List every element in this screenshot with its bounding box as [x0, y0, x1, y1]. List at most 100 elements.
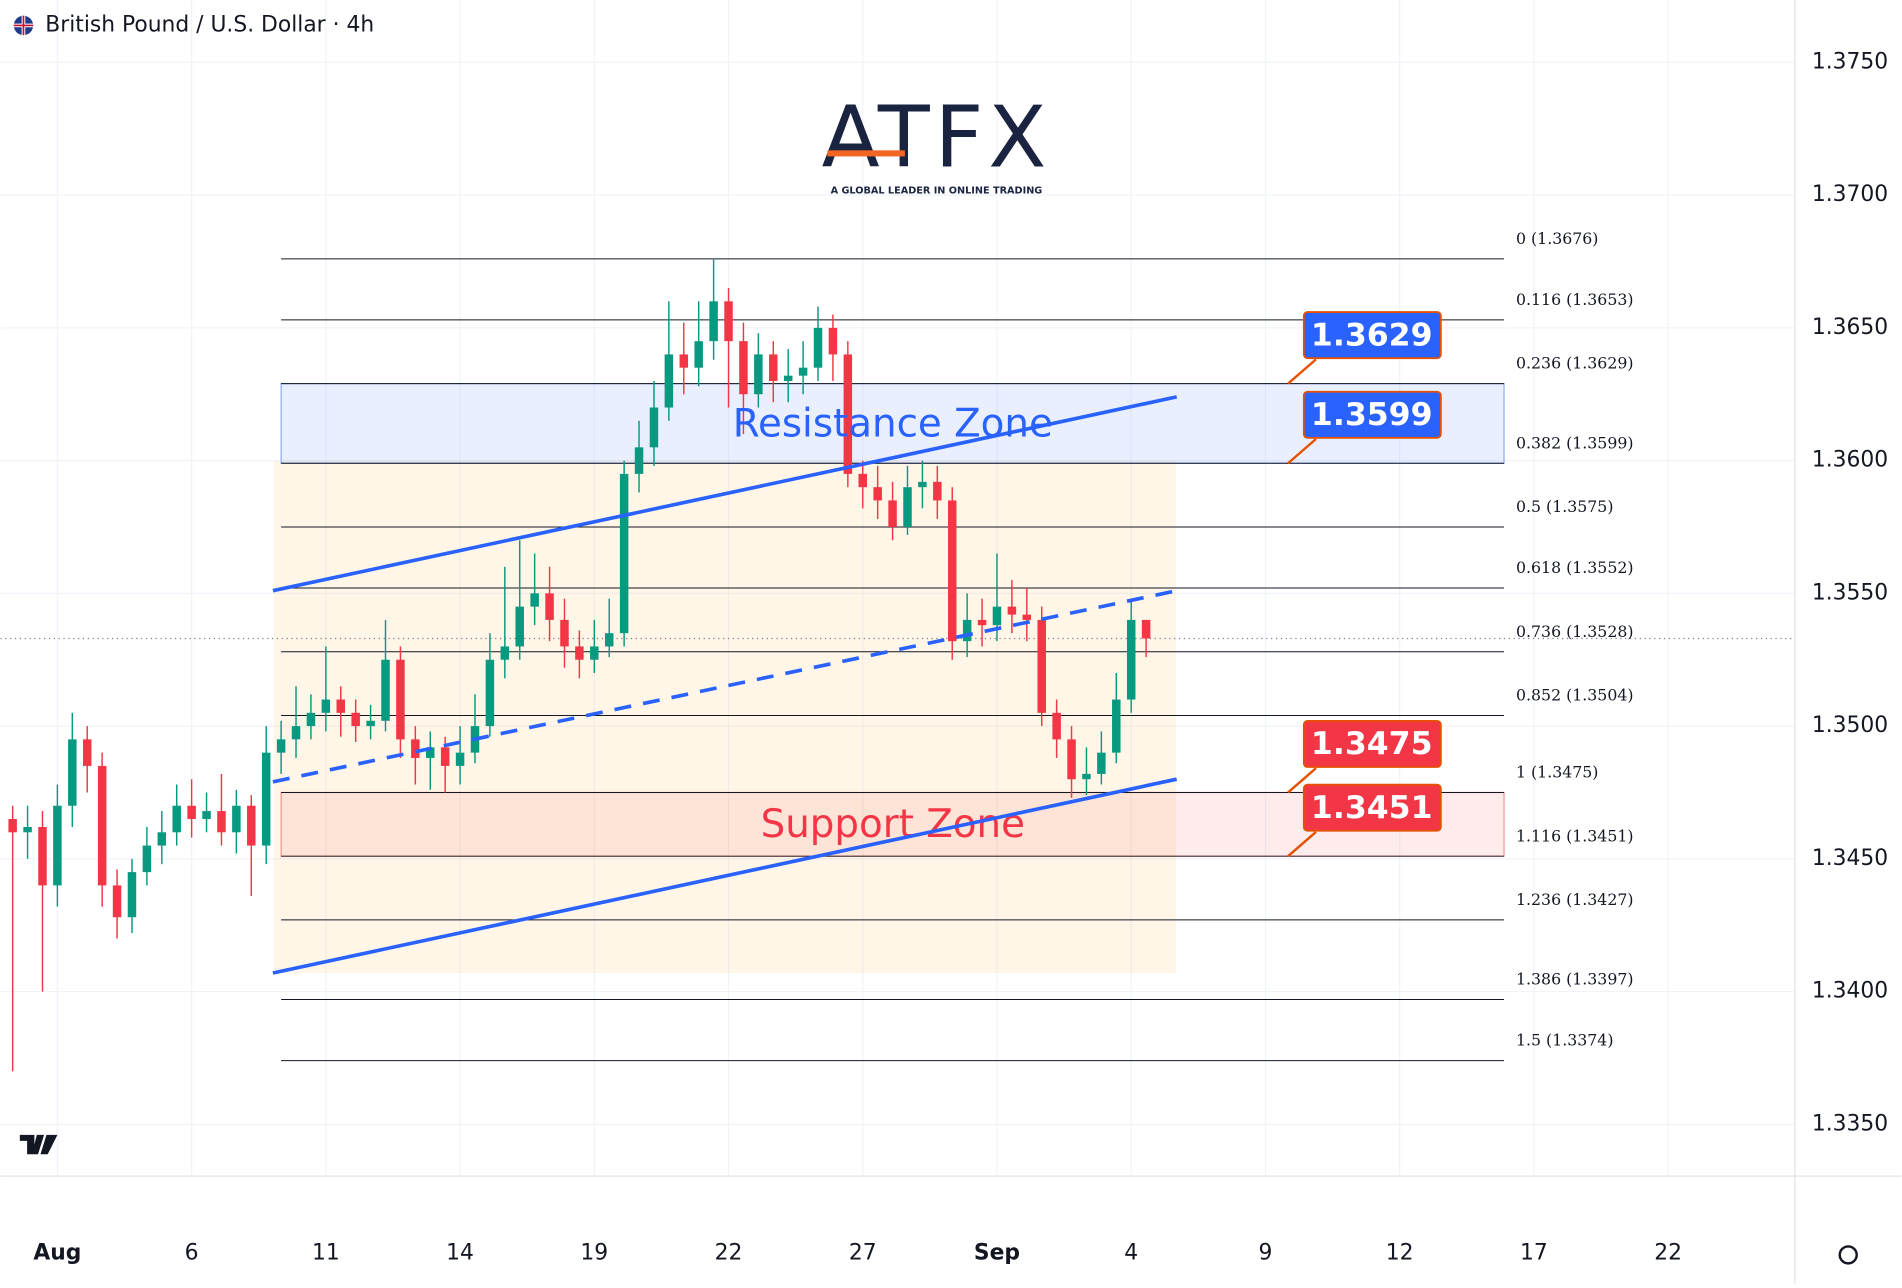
candle-body	[694, 341, 703, 368]
fib-label: 1 (1.3475)	[1516, 763, 1598, 782]
fib-label: 1.386 (1.3397)	[1516, 970, 1634, 989]
candle-body	[1097, 752, 1106, 774]
candle-body	[157, 832, 167, 846]
candle-body	[411, 739, 420, 758]
price-tag-label: 1.3599	[1311, 397, 1433, 433]
x-tick-label: 22	[715, 1241, 743, 1266]
candles	[8, 258, 1151, 1072]
y-tick-label: 1.3700	[1812, 182, 1888, 207]
candle-body	[709, 301, 718, 342]
price-tag-label: 1.3451	[1311, 790, 1433, 826]
candle-body	[38, 826, 47, 886]
candle-body	[426, 747, 435, 758]
candle-body	[53, 805, 62, 886]
fib-label: 0 (1.3676)	[1516, 229, 1598, 248]
candle-body	[724, 301, 733, 342]
x-tick-label: 14	[446, 1241, 474, 1266]
zone	[280, 383, 1505, 464]
candle-body	[918, 481, 927, 488]
candle-body	[172, 805, 181, 833]
candle-body	[619, 473, 629, 634]
candle-body	[1037, 619, 1046, 713]
price-tag-label: 1.3475	[1311, 726, 1433, 762]
candle-body	[142, 845, 152, 873]
candle-body	[947, 500, 957, 642]
candle-body	[754, 354, 763, 395]
candle-body	[1052, 712, 1061, 740]
candle-body	[1141, 619, 1151, 639]
x-tick-label: 9	[1258, 1241, 1272, 1266]
candle-body	[187, 805, 196, 820]
candle-body	[112, 885, 122, 918]
candle-body	[664, 354, 674, 408]
settings-icon[interactable]	[1838, 1245, 1858, 1265]
fib-label: 0.5 (1.3575)	[1516, 497, 1613, 516]
price-tag-pointer	[1287, 438, 1317, 465]
zone-label: Resistance Zone	[733, 401, 1053, 446]
candle-body	[455, 752, 465, 766]
candle-body	[1022, 614, 1032, 620]
candle-body	[276, 739, 286, 753]
candle-body	[769, 354, 778, 381]
candle-body	[261, 752, 271, 846]
candle-body	[873, 487, 882, 501]
price-tag	[1302, 783, 1442, 832]
candle-body	[336, 699, 346, 713]
candle-body	[291, 726, 301, 740]
candle-body	[739, 341, 748, 395]
x-tick-label: Aug	[33, 1241, 81, 1266]
fib-label: 1.116 (1.3451)	[1516, 826, 1634, 845]
candle-body	[590, 646, 599, 660]
logo: ATFX	[822, 88, 1052, 187]
candle-body	[545, 593, 554, 620]
candle-body	[843, 354, 853, 474]
x-tick-label: 4	[1124, 1241, 1138, 1266]
candle-body	[381, 659, 390, 721]
logo-accent	[827, 150, 905, 157]
candle-body	[1007, 606, 1017, 615]
y-tick-label: 1.3500	[1812, 713, 1888, 738]
price-tag	[1302, 720, 1442, 768]
candle-body	[217, 811, 226, 833]
candle-body	[515, 606, 524, 647]
candle-body	[68, 739, 77, 806]
candle-body	[232, 805, 241, 833]
candle-body	[351, 712, 360, 727]
candle-body	[8, 819, 17, 833]
candle-body	[1126, 619, 1136, 700]
candle-body	[500, 646, 510, 660]
fib-label: 1.5 (1.3374)	[1516, 1031, 1613, 1050]
candle-body	[903, 487, 912, 527]
candle-body	[679, 354, 689, 368]
price-tag-label: 1.3629	[1311, 317, 1433, 353]
candle-body	[321, 699, 331, 713]
candle-body	[888, 500, 897, 527]
candle-body	[1067, 739, 1076, 780]
candle-body	[396, 659, 405, 740]
x-tick-label: 11	[312, 1241, 340, 1266]
candle-body	[202, 811, 211, 820]
candle-body	[798, 367, 808, 376]
candle-body	[440, 747, 450, 766]
candle-body	[813, 327, 823, 368]
x-tick-label: 22	[1654, 1241, 1682, 1266]
x-tick-label: 19	[580, 1241, 608, 1266]
x-tick-label: 12	[1386, 1241, 1414, 1266]
candle-body	[828, 327, 838, 355]
candle-body	[127, 872, 137, 918]
annotations	[0, 258, 1795, 1062]
candle-body	[858, 473, 867, 488]
price-tag-pointer	[1287, 767, 1317, 794]
candle-body	[247, 805, 256, 846]
candle-body	[1082, 773, 1091, 780]
fib-label: 0.236 (1.3629)	[1516, 354, 1634, 373]
price-tag	[1302, 390, 1442, 439]
fib-label: 1.236 (1.3427)	[1516, 890, 1634, 909]
candle-body	[575, 646, 584, 660]
x-tick-label: 27	[849, 1241, 877, 1266]
trendline	[272, 588, 1178, 784]
